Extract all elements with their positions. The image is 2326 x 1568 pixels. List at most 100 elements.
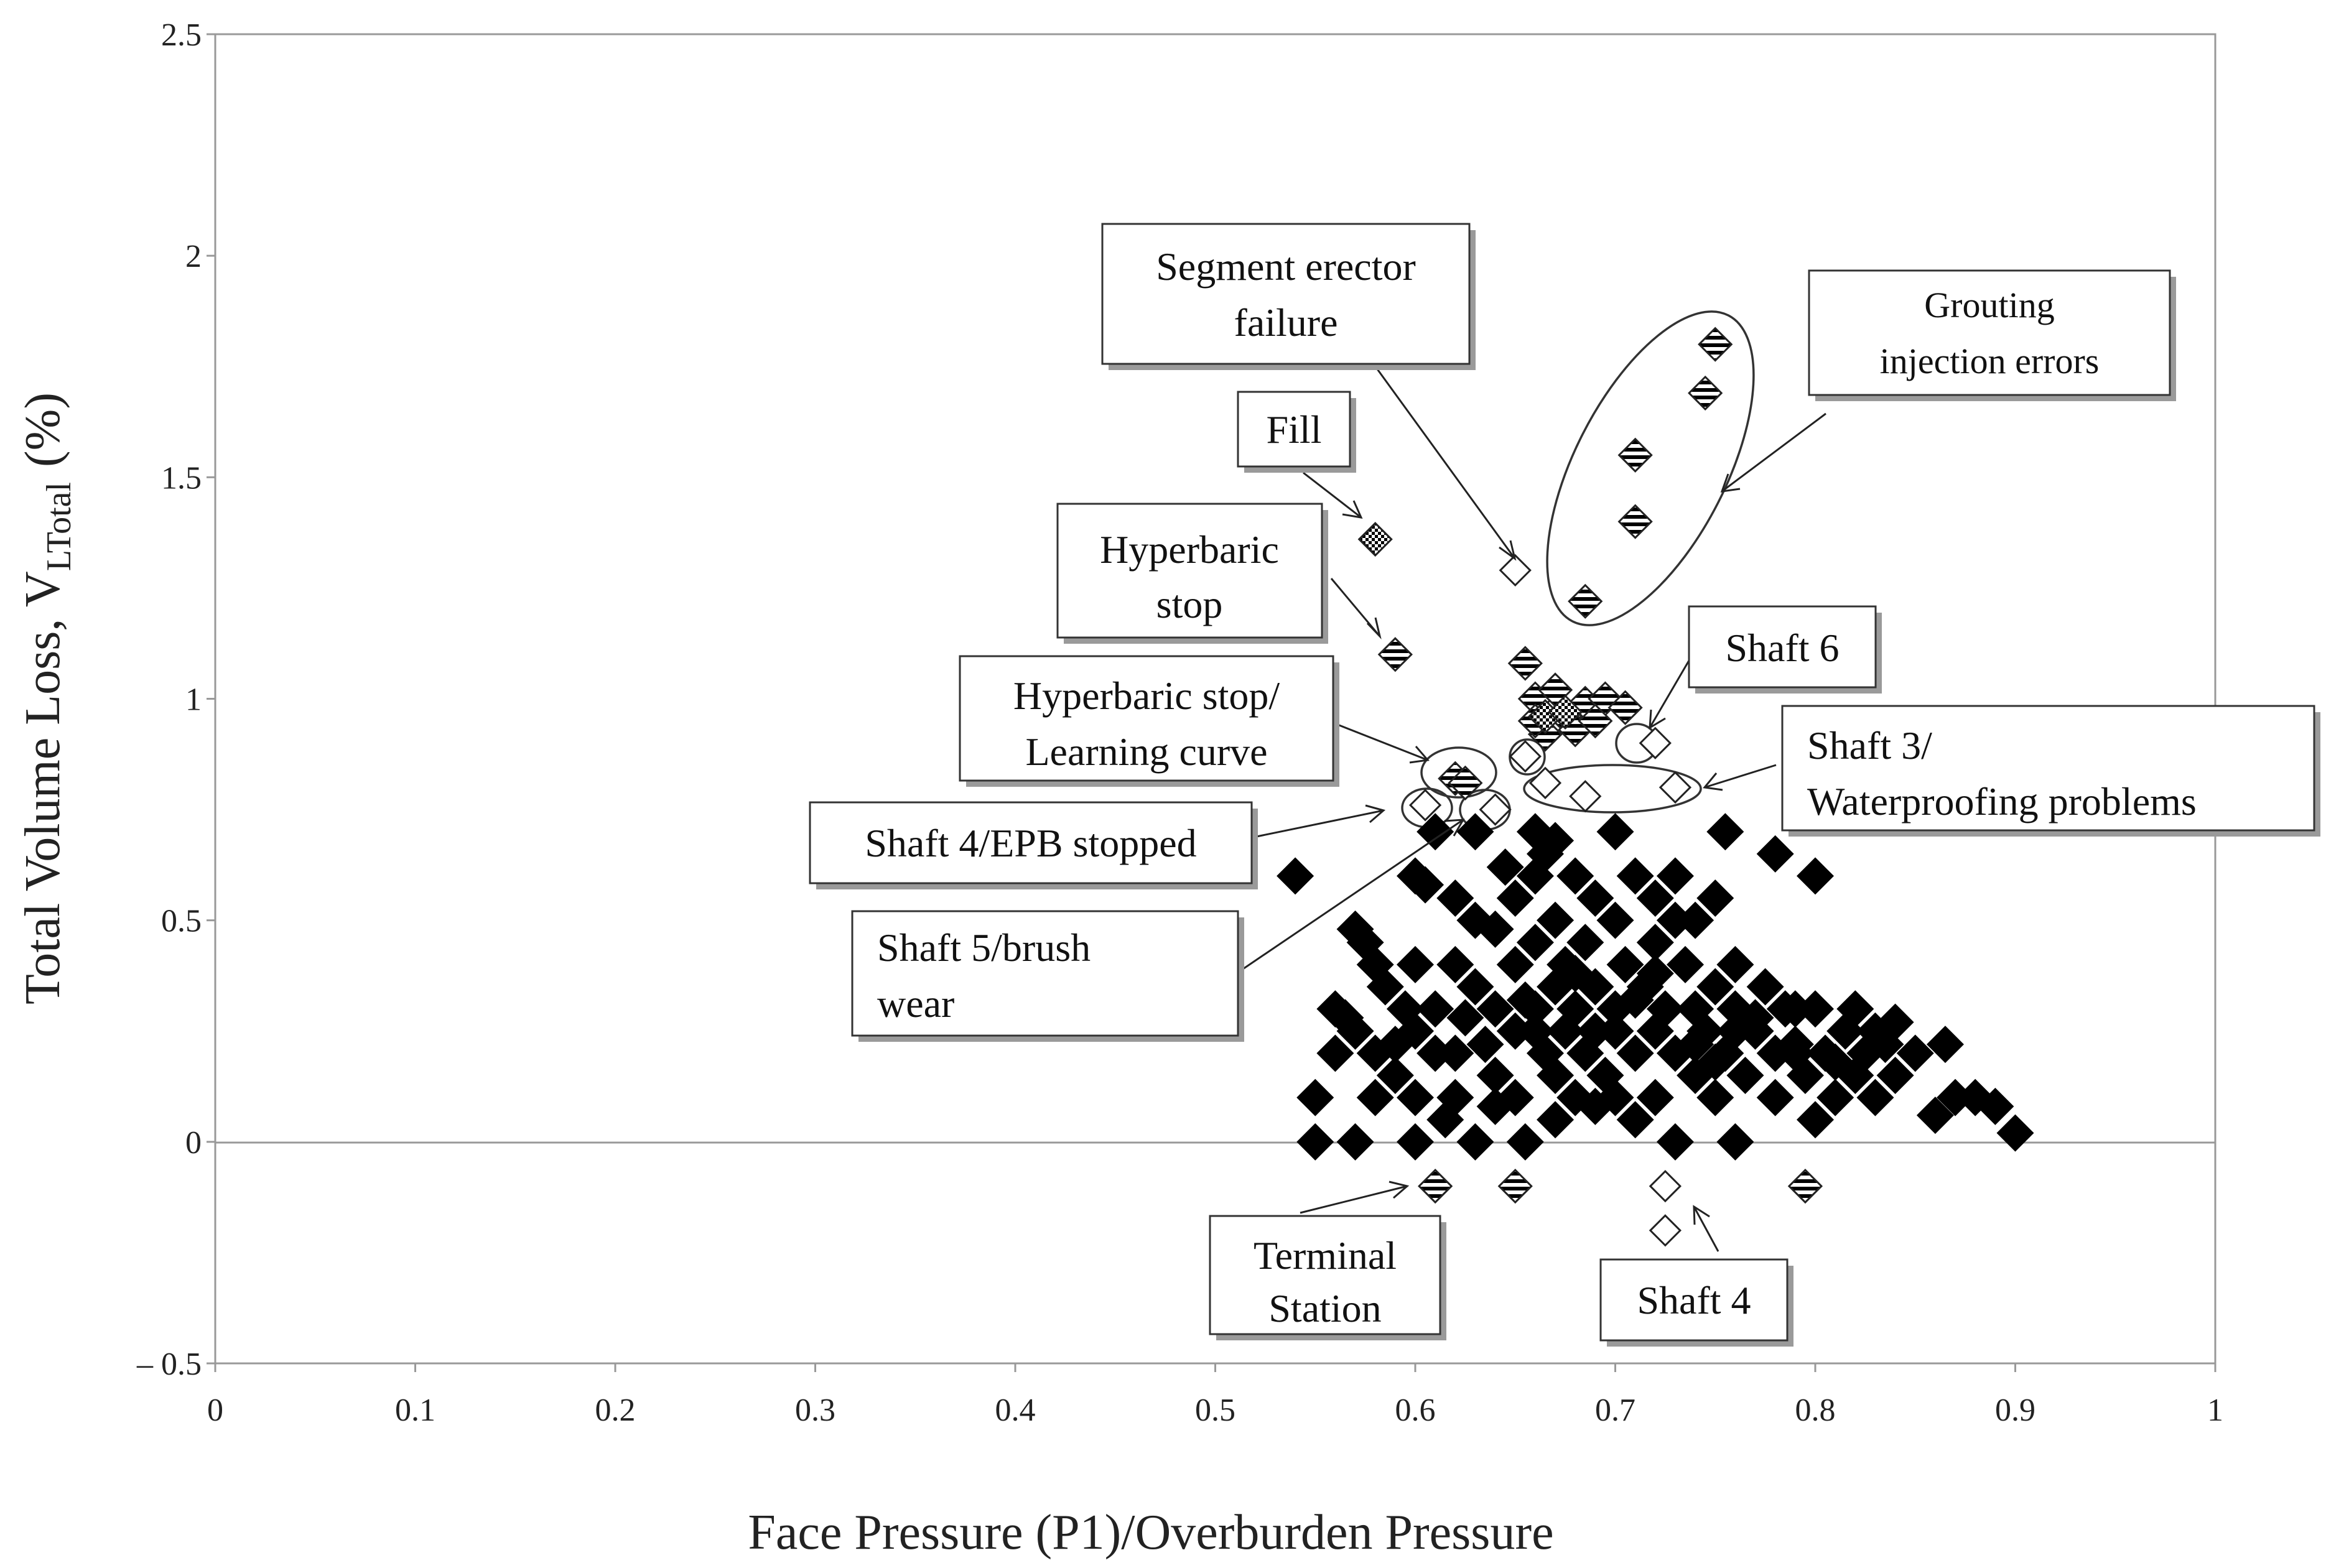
callout-line: Terminal (1254, 1233, 1397, 1278)
filled-diamond-point (1656, 857, 1694, 895)
filled-diamond-point (1576, 879, 1614, 917)
filled-diamond-point (1636, 1079, 1674, 1116)
leader-fill (1303, 471, 1363, 519)
data-points (1277, 327, 2034, 1247)
x-tick-label: 0.4 (995, 1393, 1036, 1428)
callout-shaft-5-brush-wear: Shaft 5/brush wear (851, 910, 1244, 1042)
hatched-diamond-point (1578, 703, 1613, 739)
filled-diamond-point (1876, 1056, 1914, 1094)
open-diamond-point (1658, 771, 1692, 804)
callout-line: Fill (1267, 407, 1322, 452)
open-diamond-point (1569, 780, 1602, 813)
callout-segment-erector-failure: Segment erector failure (1101, 223, 1476, 370)
filled-diamond-point (1817, 1079, 1854, 1116)
hatched-diamond-point (1617, 437, 1653, 473)
filled-diamond-point (1376, 1056, 1414, 1094)
y-tick-label: 0.5 (161, 904, 202, 939)
filled-diamond-point (1296, 1123, 1334, 1161)
filled-diamond-point (1506, 1123, 1544, 1161)
open-diamond-point (1649, 1169, 1682, 1203)
leader-shaft6 (1649, 660, 1690, 730)
y-axis-title: Total Volume Loss, VLTotal(%) (16, 392, 78, 1004)
filled-diamond-point (1856, 1079, 1894, 1116)
filled-diamond-point (1417, 813, 1454, 851)
x-tick-label: 0.9 (1995, 1393, 2035, 1428)
callout-shaft-6: Shaft 6 (1688, 605, 1882, 694)
filled-diamond-point (1576, 1012, 1614, 1050)
filled-diamond-point (1776, 990, 1814, 1028)
filled-diamond-point (1937, 1079, 1975, 1116)
callout-line: stop (1156, 582, 1223, 626)
callout-line: Hyperbaric (1100, 527, 1279, 572)
leader-shaft5 (1240, 819, 1465, 972)
filled-diamond-point (1556, 990, 1594, 1028)
filled-diamond-point (1636, 955, 1674, 993)
filled-diamond-point (1616, 1034, 1654, 1072)
filled-diamond-point (1616, 1101, 1654, 1139)
open-diamond-point (1479, 793, 1512, 826)
grouting-ellipse (1546, 310, 1755, 626)
shaft3-ellipse (1523, 764, 1702, 814)
filled-diamond-point (1636, 879, 1674, 917)
leader-shaft4-epb (1256, 804, 1386, 838)
open-diamond-point (1499, 554, 1532, 587)
callout-line: failure (1234, 300, 1338, 345)
y-axis-ticks: 2.5 2 1.5 1 0.5 0 – 0.5 (136, 17, 215, 1382)
filled-diamond-point (1537, 1056, 1575, 1094)
filled-diamond-point (1476, 1056, 1514, 1094)
filled-diamond-point (1817, 1043, 1854, 1081)
filled-diamond-point (1746, 968, 1784, 1006)
callout-shaft-4-epb-stopped: Shaft 4/EPB stopped (809, 801, 1258, 889)
open-diamond-point (1408, 789, 1442, 822)
filled-diamond-point (1397, 1079, 1434, 1116)
callout-shaft-3-waterproofing: Shaft 3/ Waterproofing problems (1781, 705, 2320, 837)
filled-diamond-point (1836, 990, 1874, 1028)
filled-diamond-point (1576, 1087, 1614, 1125)
filled-diamond-point (1407, 866, 1444, 904)
filled-diamond-point (1646, 990, 1684, 1028)
filled-diamond-point (1537, 1101, 1575, 1139)
filled-diamond-point (1436, 1034, 1474, 1072)
callout-boxes: Segment erector failure Grouting injecti… (809, 223, 2320, 1347)
hatched-diamond-point (1568, 583, 1603, 619)
filled-diamond-point (1696, 1043, 1734, 1081)
filled-diamond-point (1397, 1123, 1434, 1161)
filled-diamond-point (1596, 1012, 1634, 1050)
callout-line: Grouting (1924, 285, 2054, 325)
filled-diamond-point (1916, 1097, 1954, 1134)
hatched-diamond-point (1377, 637, 1413, 672)
filled-diamond-point (1797, 1101, 1834, 1139)
y-tick-label: 2.5 (161, 17, 202, 53)
checker-diamond-point (1357, 521, 1393, 557)
callout-hyperbaric-stop-learning-curve: Hyperbaric stop/ Learning curve (959, 655, 1339, 787)
filled-diamond-point (1466, 1026, 1504, 1064)
filled-diamond-point (1677, 1026, 1714, 1064)
leader-lines (1240, 365, 1826, 1252)
filled-diamond-point (1516, 990, 1554, 1028)
filled-diamond-point (1856, 1012, 1894, 1050)
x-axis-title: Face Pressure (P1)/Overburden Pressure (748, 1505, 1553, 1560)
group-ellipses (1401, 310, 1755, 831)
callout-line: Shaft 6 (1725, 626, 1839, 670)
filled-diamond-point (1756, 1079, 1794, 1116)
filled-diamond-point (1556, 857, 1594, 895)
filled-diamond-point (1726, 1056, 1764, 1094)
filled-diamond-point (1996, 1114, 2034, 1152)
x-axis-ticks: 0 0.1 0.2 0.3 0.4 0.5 0.6 0.7 0.8 0.9 1 (207, 1363, 2223, 1428)
x-tick-label: 0 (207, 1393, 223, 1428)
callout-line: Shaft 4/EPB stopped (865, 821, 1196, 865)
hatched-diamond-point (1607, 690, 1643, 725)
filled-diamond-point (1616, 981, 1654, 1019)
callout-line: Shaft 3/ (1807, 723, 1932, 768)
filled-diamond-point (1516, 1012, 1554, 1050)
filled-diamond-point (1456, 968, 1494, 1006)
filled-diamond-point (1696, 1079, 1734, 1116)
leader-hyperbaric-learning (1334, 722, 1430, 764)
x-tick-label: 0.3 (795, 1393, 835, 1428)
leader-grouting (1720, 412, 1826, 493)
filled-diamond-point (1716, 945, 1754, 983)
filled-diamond-point (1417, 990, 1454, 1028)
filled-diamond-point (1716, 1012, 1754, 1050)
leader-terminal-station (1300, 1181, 1410, 1214)
callout-line: Waterproofing problems (1807, 779, 2197, 823)
